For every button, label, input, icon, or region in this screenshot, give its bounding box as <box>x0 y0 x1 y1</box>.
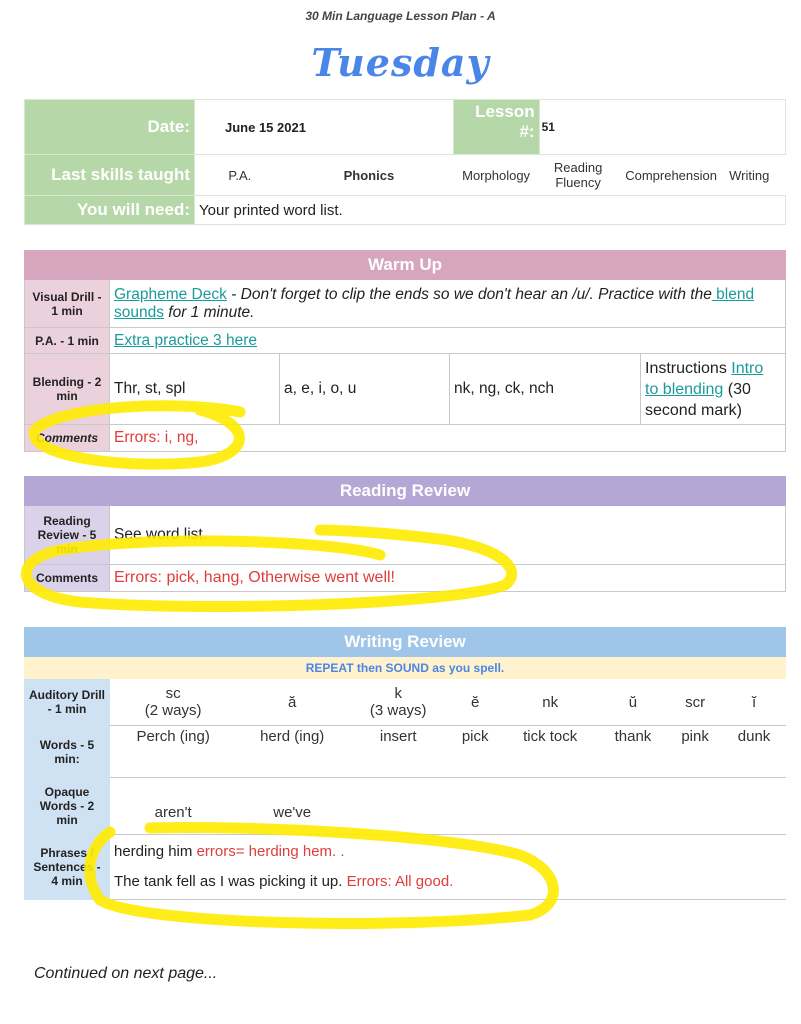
skill-reading-fluency: Reading Fluency <box>539 154 618 196</box>
sentence-error: Errors: All good. <box>346 873 454 890</box>
word-item: herd (ing) <box>236 725 349 778</box>
blending-label: Blending - 2 min <box>24 353 110 425</box>
document-title: 30 Min Language Lesson Plan - A <box>305 9 496 23</box>
word-item: Perch (ing) <box>109 725 237 778</box>
auditory-item: sc (2 ways) <box>109 678 237 726</box>
visual-drill-label: Visual Drill - 1 min <box>24 279 110 328</box>
auditory-item: ă <box>236 678 349 726</box>
reading-comments-label: Comments <box>24 564 110 592</box>
blend-sounds-link[interactable]: blend sounds <box>114 285 755 321</box>
lesson-label: Lesson #: <box>452 99 540 155</box>
auditory-item: k (3 ways) <box>348 678 449 726</box>
auditory-item: ĭ <box>722 678 786 726</box>
warm-up-comments-label: Comments <box>24 424 110 452</box>
warm-up-header: Warm Up <box>24 250 786 280</box>
visual-drill-text: - Don't forget to clip the ends so we do… <box>226 285 712 303</box>
opaque-word: we've <box>236 777 349 835</box>
auditory-item: scr <box>667 678 723 726</box>
date-value: June 15 2021 <box>194 99 454 155</box>
auditory-item: ŭ <box>598 678 668 726</box>
auditory-drill-label: Auditory Drill - 1 min <box>24 678 110 726</box>
lesson-info-table: Date: June 15 2021 Lesson #: 51 Last ski… <box>24 99 787 225</box>
word-item: pink <box>667 725 723 778</box>
word-item: thank <box>598 725 668 778</box>
need-label: You will need: <box>24 195 195 225</box>
sentence-text: The tank fell as I was picking it up. <box>114 873 347 890</box>
reading-review-table: Reading Review Reading Review - 5 min Se… <box>24 476 786 592</box>
skill-writing: Writing <box>725 154 774 196</box>
word-item: tick tock <box>502 725 599 778</box>
words-label: Words - 5 min: <box>24 725 110 778</box>
blend-cell-1: Thr, st, spl <box>109 353 280 425</box>
lesson-number: 51 <box>538 99 787 155</box>
need-value: Your printed word list. <box>194 195 786 225</box>
pa-label: P.A. - 1 min <box>24 327 110 354</box>
date-label: Date: <box>24 99 195 155</box>
phrase-text: herding him <box>114 843 197 860</box>
blend-cell-3: nk, ng, ck, nch <box>449 353 641 425</box>
auditory-item: nk <box>502 678 599 726</box>
warm-up-comments: Errors: i, ng, <box>109 424 786 452</box>
skills-label: Last skills taught <box>24 154 195 196</box>
phrases-label: Phrases / Sentences - 4 min <box>24 834 110 900</box>
grapheme-deck-link[interactable]: Grapheme Deck <box>114 285 227 303</box>
auditory-item: ĕ <box>448 678 503 726</box>
instructions-text-2: (30 second mark) <box>645 380 751 419</box>
skill-phonics: Phonics <box>284 154 454 196</box>
opaque-words-label: Opaque Words - 2 min <box>24 777 110 835</box>
skill-morphology: Morphology <box>453 154 540 196</box>
phrase-1: herding him errors= herding hem. . <box>114 837 782 867</box>
visual-drill-text-2: for 1 minute. <box>163 303 255 321</box>
intro-to-blending-link[interactable]: Intro to blending <box>645 359 764 398</box>
word-item: dunk <box>722 725 786 778</box>
word-item: insert <box>348 725 449 778</box>
phrase-2: The tank fell as I was picking it up. Er… <box>114 867 782 897</box>
warm-up-table: Warm Up Visual Drill - 1 min Grapheme De… <box>24 250 786 452</box>
reading-review-header: Reading Review <box>24 476 786 506</box>
writing-subtitle: REPEAT then SOUND as you spell. <box>24 656 786 679</box>
writing-review-table: Writing Review REPEAT then SOUND as you … <box>24 627 786 900</box>
word-item: pick <box>448 725 503 778</box>
reading-review-label: Reading Review - 5 min <box>24 505 110 565</box>
continued-note: Continued on next page... <box>34 965 218 982</box>
opaque-word: aren't <box>109 777 237 835</box>
extra-practice-link[interactable]: Extra practice 3 here <box>114 331 258 349</box>
phrase-error: errors= herding hem. . <box>196 843 345 860</box>
instructions-text: Instructions <box>645 359 732 377</box>
skill-comprehension: Comprehension <box>617 154 726 196</box>
skill-pa: P.A. <box>194 154 285 196</box>
writing-review-header: Writing Review <box>24 627 786 657</box>
blend-cell-2: a, e, i, o, u <box>279 353 450 425</box>
reading-comments: Errors: pick, hang, Otherwise went well! <box>109 564 786 592</box>
day-heading: Tuesday <box>311 40 490 85</box>
reading-review-text: See word list. <box>109 505 786 565</box>
